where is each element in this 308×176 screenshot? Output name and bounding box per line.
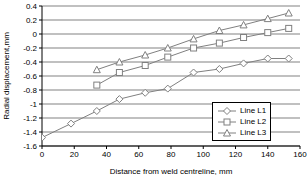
html-text:Line L3: Line L3 [240, 128, 267, 137]
svg-text:80: 80 [167, 150, 176, 159]
svg-text:40: 40 [102, 150, 111, 159]
svg-text:0.2: 0.2 [26, 16, 38, 25]
svg-text:20: 20 [70, 150, 79, 159]
svg-text:0: 0 [40, 150, 45, 159]
svg-text:-1.4: -1.4 [23, 128, 37, 137]
svg-text:-1: -1 [30, 100, 38, 109]
html-text:Line L1: Line L1 [240, 106, 267, 115]
svg-text:60: 60 [134, 150, 143, 159]
svg-text:-0.2: -0.2 [23, 44, 37, 53]
svg-text:Distance from weld centreline,: Distance from weld centreline, mm [110, 167, 233, 176]
svg-text:-0.6: -0.6 [23, 72, 37, 81]
svg-text:-0.8: -0.8 [23, 86, 37, 95]
svg-text:120: 120 [229, 150, 243, 159]
svg-text:-1.2: -1.2 [23, 114, 37, 123]
svg-text:160: 160 [293, 150, 300, 159]
svg-text:140: 140 [261, 150, 275, 159]
svg-text:-1.6: -1.6 [23, 142, 37, 151]
svg-text:0.4: 0.4 [26, 2, 38, 11]
svg-text:100: 100 [197, 150, 211, 159]
svg-text:-0.4: -0.4 [23, 58, 37, 67]
svg-text:Radial displacement,mm: Radial displacement,mm [8, 32, 11, 120]
svg-text:0: 0 [33, 30, 38, 39]
html-text:Line L2: Line L2 [240, 117, 267, 126]
